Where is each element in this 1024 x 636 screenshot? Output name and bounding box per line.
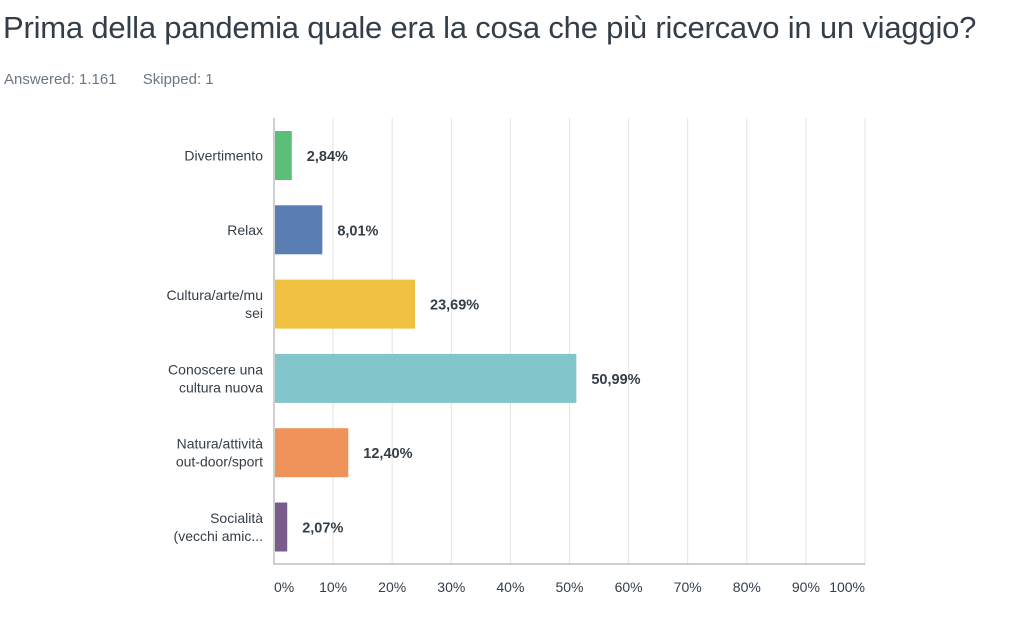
x-tick-label: 60%	[615, 579, 643, 595]
bar	[275, 428, 349, 478]
x-tick-label: 100%	[829, 579, 865, 595]
category-label: cultura nuova	[179, 379, 263, 395]
x-tick-label: 10%	[319, 579, 347, 595]
data-label: 50,99%	[591, 372, 640, 388]
category-label: out-door/sport	[176, 454, 263, 470]
x-tick-label: 30%	[437, 579, 465, 595]
bar	[275, 353, 577, 403]
x-tick-label: 80%	[733, 579, 761, 595]
answered-count: Answered: 1.161	[4, 71, 117, 88]
data-label: 12,40%	[363, 446, 412, 462]
bar	[275, 205, 323, 255]
data-label: 2,07%	[302, 521, 343, 537]
category-label: Divertimento	[184, 148, 263, 164]
bar	[275, 131, 292, 180]
x-tick-label: 90%	[792, 579, 820, 595]
data-label: 23,69%	[430, 298, 479, 314]
category-label: Socialità	[210, 510, 263, 526]
x-tick-label: 0%	[274, 579, 294, 595]
skipped-count: Skipped: 1	[142, 71, 214, 88]
question-title: Prima della pandemia quale era la cosa c…	[3, 10, 977, 45]
x-tick-label: 40%	[496, 579, 524, 595]
x-tick-label: 70%	[674, 579, 702, 595]
category-label: Cultura/arte/mu	[167, 287, 263, 303]
category-label: Relax	[227, 222, 263, 238]
x-tick-label: 50%	[555, 579, 583, 595]
category-label: (vecchi amic...	[174, 528, 263, 544]
bar	[275, 502, 288, 552]
x-tick-label: 20%	[378, 579, 406, 595]
category-label: Conoscere una	[168, 361, 263, 377]
category-label: sei	[245, 305, 263, 321]
data-label: 8,01%	[337, 223, 378, 239]
data-label: 2,84%	[307, 149, 348, 165]
category-label: Natura/attività	[177, 436, 264, 452]
response-stats: Answered: 1.161 Skipped: 1	[4, 71, 236, 88]
bar	[275, 279, 416, 329]
